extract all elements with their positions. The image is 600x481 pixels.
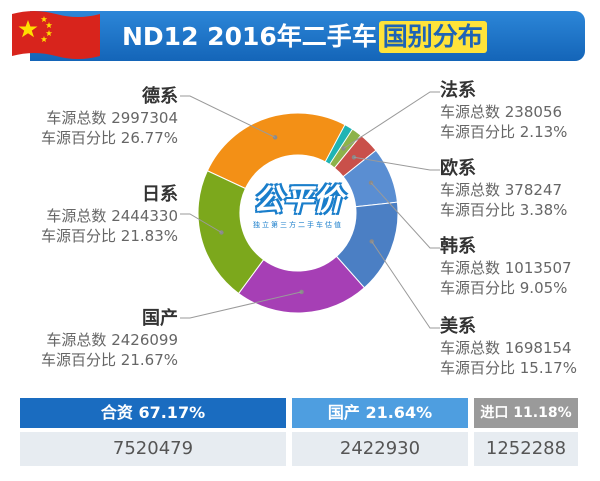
label-korea-total: 车源总数 1013507: [440, 259, 572, 277]
china-flag-icon: [12, 11, 100, 59]
leader-line-1: [343, 91, 440, 149]
summary-import-value: 1252288: [474, 432, 578, 466]
label-usa-pct: 车源百分比 15.17%: [440, 359, 577, 377]
title-banner: [30, 11, 585, 61]
label-europe-total: 车源总数 378247: [440, 181, 563, 199]
label-france-name: 法系: [440, 80, 476, 101]
label-france-total: 车源总数 238056: [440, 103, 563, 121]
title-highlight: 国别分布: [378, 21, 487, 53]
label-domestic-pct: 车源百分比 21.67%: [41, 351, 178, 369]
label-german-name: 德系: [142, 86, 178, 107]
leader-line-0: [180, 95, 276, 138]
slice-0: [206, 112, 351, 190]
label-domestic: 国产 车源总数 2426099 车源百分比 21.67%: [10, 308, 178, 370]
label-korea: 韩系 车源总数 1013507 车源百分比 9.05%: [440, 236, 595, 298]
label-europe-name: 欧系: [440, 158, 476, 179]
label-german: 德系 车源总数 2997304 车源百分比 26.77%: [10, 86, 178, 148]
summary-domestic-value: 2422930: [292, 432, 468, 466]
summary-domestic: 国产 21.64% 2422930: [292, 398, 468, 468]
label-france-pct: 车源百分比 2.13%: [440, 123, 568, 141]
label-korea-pct: 车源百分比 9.05%: [440, 279, 568, 297]
leader-line-2: [353, 156, 440, 171]
logo: 公平价 独立第三方二手车估值: [233, 183, 363, 243]
label-japan: 日系 车源总数 2444330 车源百分比 21.83%: [10, 184, 178, 246]
label-europe-pct: 车源百分比 3.38%: [440, 201, 568, 219]
summary-domestic-label: 国产 21.64%: [292, 398, 468, 428]
header: ND12 2016年二手车 国别分布: [0, 0, 600, 75]
label-usa: 美系 车源总数 1698154 车源百分比 15.17%: [440, 316, 595, 378]
logo-subtitle: 独立第三方二手车估值: [253, 221, 343, 229]
leader-dot-2: [351, 155, 357, 160]
label-german-total: 车源总数 2997304: [46, 109, 178, 127]
label-usa-total: 车源总数 1698154: [440, 339, 572, 357]
label-domestic-total: 车源总数 2426099: [46, 331, 178, 349]
label-japan-name: 日系: [142, 184, 178, 205]
label-usa-name: 美系: [440, 316, 476, 337]
leader-line-4: [371, 241, 440, 329]
label-korea-name: 韩系: [440, 236, 476, 257]
leader-line-6: [180, 213, 222, 233]
label-japan-pct: 车源百分比 21.83%: [41, 227, 178, 245]
label-france: 法系 车源总数 238056 车源百分比 2.13%: [440, 80, 595, 142]
leader-line-3: [370, 182, 440, 249]
page-title: ND12 2016年二手车 国别分布: [122, 20, 487, 54]
summary-import: 进口 11.18% 1252288: [474, 398, 578, 468]
slice-teal-sliver: [324, 124, 354, 166]
label-europe: 欧系 车源总数 378247 车源百分比 3.38%: [440, 158, 595, 220]
label-domestic-name: 国产: [142, 308, 178, 329]
logo-text: 公平价: [253, 183, 343, 218]
label-german-pct: 车源百分比 26.77%: [41, 129, 178, 147]
summary-jointventure-label: 合资 67.17%: [20, 398, 286, 428]
leader-line-5: [180, 291, 302, 319]
slice-6: [197, 170, 265, 295]
summary-jointventure: 合资 67.17% 7520479: [20, 398, 286, 468]
title-prefix: ND12 2016年二手车: [122, 22, 377, 51]
label-japan-total: 车源总数 2444330: [46, 207, 178, 225]
donut-chart: [180, 91, 440, 329]
summary-jointventure-value: 7520479: [20, 432, 286, 466]
summary-import-label: 进口 11.18%: [474, 398, 578, 428]
